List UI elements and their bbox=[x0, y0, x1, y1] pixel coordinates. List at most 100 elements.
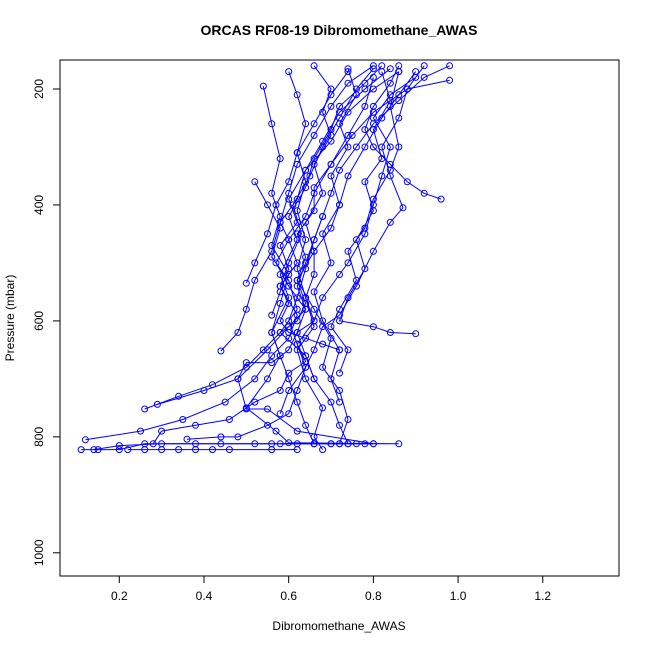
data-point bbox=[361, 178, 369, 186]
data-point bbox=[369, 323, 377, 331]
data-point bbox=[293, 387, 301, 394]
data-point bbox=[251, 375, 259, 383]
data-point bbox=[386, 79, 394, 87]
data-point bbox=[420, 73, 428, 81]
series-line bbox=[364, 65, 442, 200]
data-point bbox=[293, 446, 301, 454]
data-point bbox=[302, 213, 310, 220]
series-line bbox=[279, 216, 324, 414]
data-point bbox=[420, 62, 428, 70]
data-point bbox=[319, 340, 327, 348]
data-point bbox=[327, 102, 335, 110]
series-line bbox=[296, 65, 349, 444]
data-point bbox=[361, 143, 369, 151]
series-line bbox=[220, 65, 374, 352]
data-point bbox=[251, 259, 259, 267]
data-point bbox=[276, 352, 284, 360]
x-axis: 0.2 0.4 0.6 0.8 1.0 1.2 bbox=[111, 575, 551, 603]
series-0 bbox=[77, 62, 403, 454]
data-point bbox=[336, 166, 343, 174]
series-line bbox=[85, 68, 374, 441]
series-22 bbox=[124, 446, 301, 454]
chart-title: ORCAS RF08-19 Dibromomethane_AWAS bbox=[201, 22, 478, 38]
data-point bbox=[369, 120, 377, 128]
data-point bbox=[302, 421, 310, 429]
data-point bbox=[268, 352, 276, 360]
data-point bbox=[242, 363, 250, 371]
data-point bbox=[344, 143, 352, 151]
data-point bbox=[395, 440, 403, 448]
data-point bbox=[310, 120, 318, 128]
data-point bbox=[336, 317, 343, 325]
data-point bbox=[268, 446, 276, 454]
data-point bbox=[175, 392, 183, 400]
data-point bbox=[361, 265, 369, 273]
data-point bbox=[251, 276, 259, 284]
data-point bbox=[293, 91, 301, 99]
series-2 bbox=[90, 68, 403, 454]
data-point bbox=[403, 85, 411, 93]
data-point bbox=[293, 305, 301, 313]
data-point bbox=[242, 279, 250, 287]
data-point bbox=[179, 416, 187, 423]
data-point bbox=[420, 189, 428, 197]
data-point bbox=[293, 218, 301, 226]
plot-area bbox=[77, 62, 454, 454]
data-point bbox=[361, 224, 369, 232]
data-point bbox=[446, 62, 454, 70]
series-line bbox=[262, 85, 315, 445]
data-point bbox=[369, 195, 377, 203]
data-point bbox=[276, 300, 284, 307]
data-point bbox=[310, 62, 318, 70]
data-point bbox=[285, 317, 293, 325]
series-line bbox=[271, 68, 391, 316]
data-point bbox=[336, 201, 343, 209]
data-point bbox=[141, 405, 149, 413]
data-point bbox=[293, 329, 301, 336]
data-point bbox=[293, 317, 301, 325]
data-point bbox=[268, 247, 276, 255]
data-point bbox=[336, 440, 343, 448]
series-14 bbox=[327, 68, 403, 377]
x-tick-label: 0.4 bbox=[196, 589, 213, 603]
data-point bbox=[264, 405, 271, 413]
data-point bbox=[268, 329, 276, 336]
data-point bbox=[306, 172, 314, 180]
data-point bbox=[310, 375, 318, 383]
data-point bbox=[276, 317, 284, 325]
data-point bbox=[302, 236, 310, 244]
data-point bbox=[369, 65, 377, 73]
data-point bbox=[310, 288, 318, 296]
data-point bbox=[293, 398, 301, 406]
data-point bbox=[158, 427, 166, 435]
data-point bbox=[183, 435, 191, 443]
data-point bbox=[386, 218, 394, 226]
data-point bbox=[310, 305, 318, 313]
data-point bbox=[268, 189, 276, 197]
data-point bbox=[319, 230, 327, 238]
data-point bbox=[336, 108, 343, 116]
data-point bbox=[361, 440, 369, 448]
data-point bbox=[319, 189, 327, 197]
data-point bbox=[336, 369, 343, 377]
data-point bbox=[369, 440, 377, 448]
data-point bbox=[192, 446, 199, 454]
data-point bbox=[264, 421, 271, 429]
data-point bbox=[361, 102, 369, 110]
data-point bbox=[276, 242, 284, 249]
data-point bbox=[310, 440, 318, 448]
data-point bbox=[344, 131, 352, 139]
data-point bbox=[264, 346, 271, 354]
series-line bbox=[296, 65, 450, 380]
data-point bbox=[369, 247, 377, 255]
data-point bbox=[302, 305, 310, 313]
series-1 bbox=[81, 65, 377, 444]
data-point bbox=[412, 73, 420, 81]
data-point bbox=[352, 440, 360, 448]
data-point bbox=[225, 446, 233, 454]
data-point bbox=[327, 375, 335, 383]
data-point bbox=[115, 446, 123, 454]
data-point bbox=[327, 259, 335, 267]
data-point bbox=[251, 178, 259, 186]
data-point bbox=[352, 236, 360, 244]
